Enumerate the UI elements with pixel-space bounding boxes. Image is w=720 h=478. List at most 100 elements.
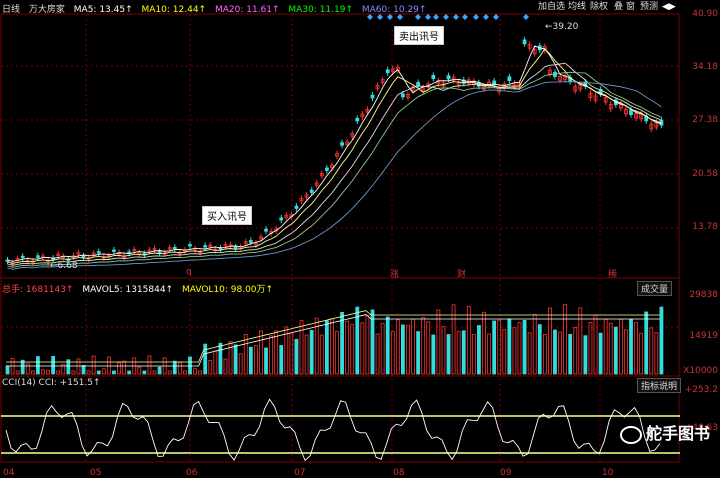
overlay-button[interactable]: 叠 bbox=[614, 2, 624, 12]
volume-bar bbox=[122, 360, 126, 375]
candlestick bbox=[188, 244, 192, 247]
moving-average-lines bbox=[7, 45, 662, 270]
volume-bar bbox=[659, 306, 664, 375]
candlestick bbox=[431, 74, 436, 80]
volume-bar bbox=[593, 314, 598, 375]
volume-bar bbox=[304, 334, 309, 375]
volume-bar bbox=[477, 325, 481, 375]
volume-bar bbox=[553, 329, 557, 375]
candlestick bbox=[112, 249, 116, 252]
candlestick bbox=[91, 252, 96, 255]
volume-bar bbox=[314, 317, 319, 375]
volume-bar bbox=[431, 334, 436, 375]
candlestick bbox=[416, 82, 421, 87]
candlestick bbox=[390, 68, 395, 73]
panel-border bbox=[0, 13, 680, 279]
nav-arrows-icon[interactable]: ◀▶ bbox=[662, 2, 676, 12]
volume-bar bbox=[15, 370, 20, 375]
signal-diamond-icon bbox=[523, 14, 529, 20]
volume-bar bbox=[213, 350, 218, 375]
signal-diamond-icon bbox=[462, 14, 468, 20]
candlestick bbox=[527, 43, 532, 49]
volume-indicator-dropdown[interactable]: 成交量 bbox=[637, 281, 673, 296]
volume-bar bbox=[390, 331, 395, 375]
volume-bar bbox=[51, 355, 56, 375]
ex-rights-button[interactable]: 除权 bbox=[590, 2, 609, 12]
volume-bar bbox=[279, 345, 284, 375]
volume-bar bbox=[96, 370, 101, 375]
volume-bar bbox=[502, 329, 507, 375]
signal-diamond-icon bbox=[367, 14, 373, 20]
volume-bar bbox=[355, 306, 360, 375]
volume-bar bbox=[558, 331, 562, 375]
grid-lines bbox=[0, 13, 680, 463]
candlestick bbox=[446, 75, 451, 80]
candlestick bbox=[360, 113, 365, 118]
volume-bar bbox=[66, 359, 71, 375]
candlestick bbox=[243, 241, 248, 244]
volume-bar bbox=[25, 363, 30, 375]
forecast-button[interactable]: 预测 bbox=[640, 2, 659, 12]
ma20-label: MA20: 11.61↑ bbox=[214, 5, 280, 15]
candlestick bbox=[147, 249, 152, 252]
volume-bar bbox=[492, 320, 497, 375]
volume-bar bbox=[41, 369, 45, 375]
volume-bar bbox=[243, 334, 248, 375]
volume-axis-label: 29838 bbox=[689, 290, 718, 300]
signal-diamonds[interactable] bbox=[367, 14, 529, 20]
cci-line bbox=[5, 398, 661, 462]
volume-bar bbox=[264, 347, 268, 375]
volume-bar bbox=[380, 323, 385, 375]
watermark-text: 舵手图书 bbox=[645, 424, 710, 443]
price-axis-label: 34.18 bbox=[692, 62, 718, 72]
candlestick bbox=[330, 164, 334, 169]
signal-diamond-icon bbox=[473, 14, 479, 20]
candlestick bbox=[365, 108, 370, 113]
month-label: 06 bbox=[186, 468, 198, 478]
volume-bar bbox=[436, 309, 441, 375]
event-marker[interactable]: q bbox=[186, 267, 192, 277]
volume-bar bbox=[167, 370, 172, 375]
candlestick bbox=[279, 217, 284, 221]
price-axis-label: 20.58 bbox=[692, 169, 718, 179]
sell-signal-callout: 卖出讯号 bbox=[394, 26, 444, 45]
volume-bar bbox=[91, 355, 96, 375]
watermark: 舵手图书 bbox=[619, 420, 710, 444]
candlestick bbox=[76, 252, 81, 255]
low-price-value: 6.68 bbox=[57, 261, 78, 271]
add-watchlist-button[interactable]: 加自选 bbox=[538, 2, 566, 12]
window-button[interactable]: 窗 bbox=[626, 2, 636, 12]
volume-bar bbox=[497, 319, 502, 375]
candlestick bbox=[335, 153, 339, 157]
ma-line bbox=[7, 62, 662, 266]
candlestick bbox=[400, 93, 405, 98]
candlestick bbox=[451, 76, 456, 81]
signal-diamond-icon bbox=[425, 14, 431, 20]
volume-bar bbox=[360, 322, 365, 375]
month-label: 10 bbox=[602, 468, 614, 478]
volume-bar bbox=[61, 363, 66, 375]
event-marker[interactable]: 财 bbox=[457, 270, 467, 280]
volume-bar bbox=[573, 327, 578, 375]
volume-bar bbox=[649, 327, 654, 375]
event-marker[interactable]: 稀 bbox=[608, 270, 618, 280]
volume-bar bbox=[421, 317, 426, 375]
volume-bar bbox=[157, 366, 162, 375]
ma-button[interactable]: 均线 bbox=[568, 2, 587, 12]
volume-bar bbox=[548, 307, 552, 375]
high-price-value: 39.20 bbox=[552, 22, 579, 32]
volume-bar bbox=[598, 332, 603, 375]
volume-bar bbox=[482, 311, 486, 375]
candlestick bbox=[157, 251, 162, 254]
indicator-help-button[interactable]: 指标说明 bbox=[637, 378, 682, 393]
volume-bar bbox=[603, 318, 608, 375]
candlestick bbox=[284, 214, 289, 218]
volume-bar bbox=[370, 309, 375, 375]
event-marker[interactable]: 涨 bbox=[390, 270, 400, 280]
volume-bar bbox=[385, 316, 390, 375]
candlestick bbox=[618, 103, 623, 109]
ma60-label: MA60: 10.29↑ bbox=[361, 5, 427, 15]
candlestick bbox=[603, 97, 608, 103]
period-label[interactable]: 日线 bbox=[2, 5, 21, 15]
